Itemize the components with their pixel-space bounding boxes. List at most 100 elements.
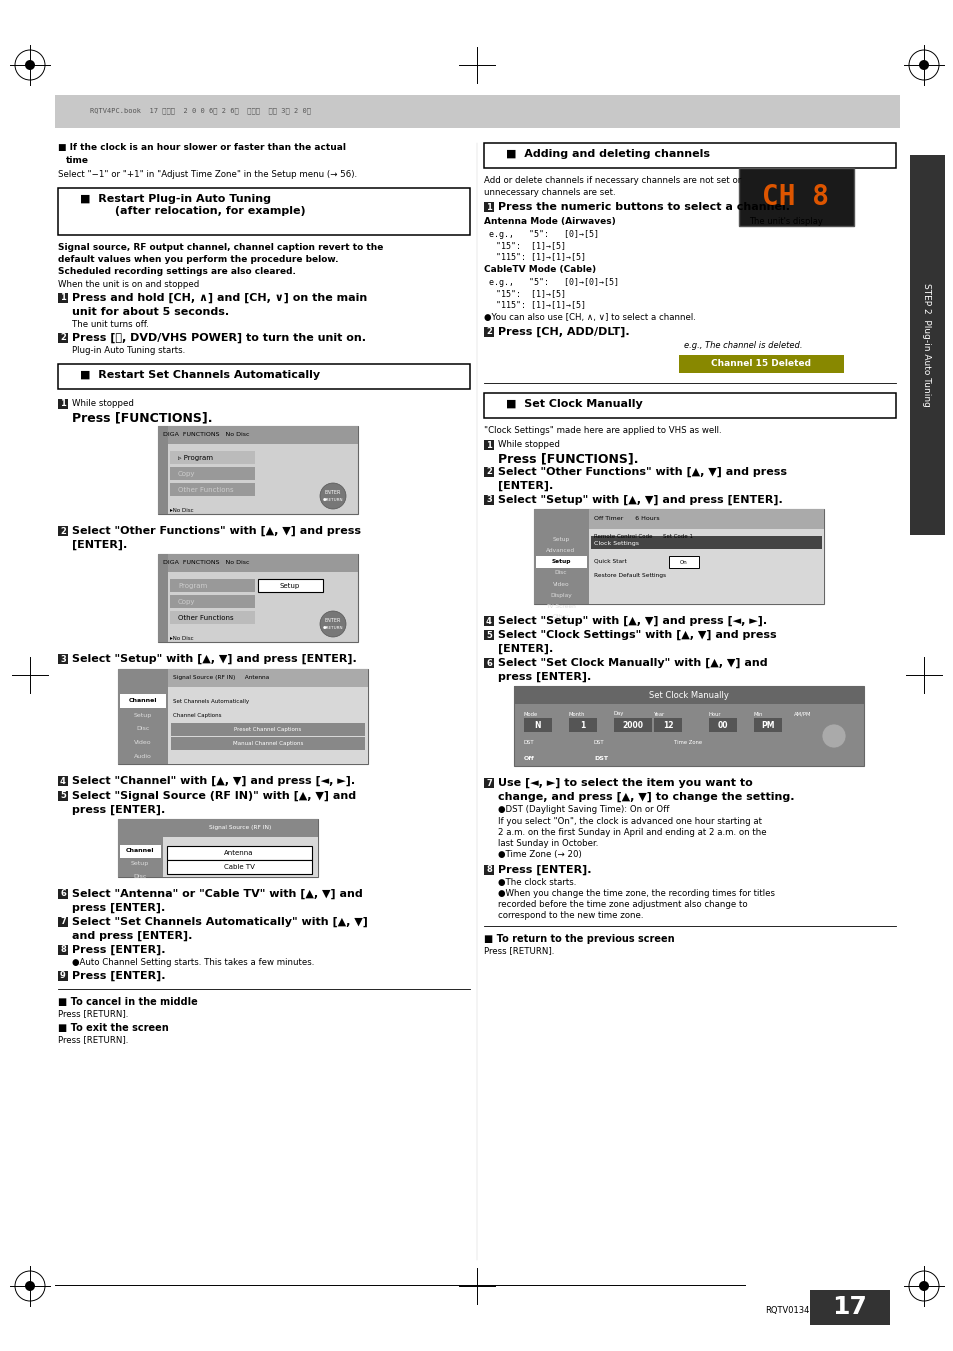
- Text: Set Clock Manually: Set Clock Manually: [648, 690, 728, 700]
- Bar: [534, 509, 588, 604]
- Text: Select "Channel" with [▲, ▼] and press [◄, ►].: Select "Channel" with [▲, ▼] and press […: [71, 775, 355, 786]
- Text: 8: 8: [60, 946, 66, 955]
- Text: Cable TV: Cable TV: [223, 865, 254, 870]
- Bar: [514, 686, 863, 766]
- Bar: [534, 509, 823, 604]
- Bar: [55, 95, 899, 128]
- Text: Year: Year: [654, 712, 664, 716]
- Bar: [483, 327, 494, 336]
- Bar: [590, 536, 821, 549]
- Text: Select "Setup" with [▲, ▼] and press [ENTER].: Select "Setup" with [▲, ▼] and press [EN…: [497, 494, 781, 505]
- Bar: [118, 819, 163, 877]
- Bar: [170, 594, 254, 608]
- Bar: [909, 155, 944, 535]
- Text: Select "Setup" with [▲, ▼] and press [◄, ►].: Select "Setup" with [▲, ▼] and press [◄,…: [497, 616, 766, 627]
- Text: change, and press [▲, ▼] to change the setting.: change, and press [▲, ▼] to change the s…: [497, 792, 794, 802]
- Circle shape: [918, 59, 928, 70]
- Bar: [58, 971, 68, 981]
- Text: While stopped: While stopped: [497, 440, 559, 449]
- Text: 4: 4: [485, 616, 492, 626]
- Text: Use [◄, ►] to select the item you want to: Use [◄, ►] to select the item you want t…: [497, 778, 752, 788]
- Text: Program: Program: [178, 584, 207, 589]
- Text: Day: Day: [614, 712, 623, 716]
- Text: Off Timer      6 Hours: Off Timer 6 Hours: [594, 516, 659, 521]
- Text: Press [RETURN].: Press [RETURN].: [58, 1035, 129, 1044]
- Text: Disc: Disc: [136, 727, 150, 731]
- Text: 2: 2: [60, 334, 66, 343]
- Text: Channel Captions: Channel Captions: [172, 713, 221, 719]
- Bar: [588, 509, 823, 530]
- Text: CableTV Mode (Cable): CableTV Mode (Cable): [483, 265, 596, 274]
- Text: 4: 4: [60, 777, 66, 785]
- Text: 3: 3: [486, 496, 492, 504]
- Text: Remote Control Code      Set Code 1: Remote Control Code Set Code 1: [594, 535, 692, 539]
- Text: 5: 5: [485, 631, 492, 639]
- Text: 3: 3: [60, 654, 66, 663]
- Text: ■ To return to the previous screen: ■ To return to the previous screen: [483, 934, 674, 944]
- Text: Time Zone: Time Zone: [673, 739, 701, 744]
- Bar: [483, 467, 494, 477]
- Bar: [257, 580, 323, 592]
- Bar: [118, 669, 368, 765]
- Text: ■  Adding and deleting channels: ■ Adding and deleting channels: [505, 149, 709, 159]
- Text: Other: Other: [552, 615, 569, 620]
- Text: DIGA  FUNCTIONS   No Disc: DIGA FUNCTIONS No Disc: [163, 432, 250, 438]
- Text: Press [FUNCTIONS].: Press [FUNCTIONS].: [71, 411, 213, 424]
- Text: Press [ENTER].: Press [ENTER].: [71, 944, 165, 955]
- Text: Press and hold [CH, ∧] and [CH, ∨] on the main: Press and hold [CH, ∧] and [CH, ∨] on th…: [71, 293, 367, 303]
- Text: "15":  [1]→[5]: "15": [1]→[5]: [496, 240, 565, 250]
- Bar: [483, 143, 895, 168]
- Bar: [668, 557, 699, 567]
- Text: e.g., The channel is deleted.: e.g., The channel is deleted.: [683, 340, 801, 350]
- Circle shape: [821, 724, 845, 748]
- Text: Press [RETURN].: Press [RETURN].: [58, 1009, 129, 1019]
- Bar: [118, 819, 317, 877]
- Text: Month: Month: [568, 712, 585, 716]
- Text: DST: DST: [523, 739, 534, 744]
- Text: Audio: Audio: [134, 754, 152, 759]
- Bar: [58, 944, 68, 955]
- Bar: [158, 426, 168, 513]
- Text: CH 8: CH 8: [761, 182, 828, 211]
- Text: DIGA  FUNCTIONS   No Disc: DIGA FUNCTIONS No Disc: [163, 561, 250, 566]
- Text: If you select "On", the clock is advanced one hour starting at: If you select "On", the clock is advance…: [497, 817, 761, 825]
- Text: Setup: Setup: [131, 862, 149, 866]
- Bar: [158, 554, 168, 642]
- Text: On: On: [679, 559, 687, 565]
- Text: time: time: [66, 155, 89, 165]
- Text: Mode: Mode: [523, 712, 537, 716]
- Text: (after relocation, for example): (after relocation, for example): [80, 205, 305, 216]
- Bar: [58, 654, 68, 663]
- Bar: [514, 686, 863, 704]
- Bar: [58, 363, 470, 389]
- FancyBboxPatch shape: [167, 861, 312, 874]
- Bar: [170, 451, 254, 463]
- Text: The unit turns off.: The unit turns off.: [71, 320, 149, 330]
- Text: Clock Settings: Clock Settings: [594, 540, 639, 546]
- Text: AM/PM: AM/PM: [793, 712, 811, 716]
- Text: 1: 1: [60, 400, 66, 408]
- Text: 6: 6: [485, 658, 492, 667]
- Text: 12: 12: [662, 720, 673, 730]
- Bar: [739, 168, 853, 226]
- Text: Press [ENTER].: Press [ENTER].: [71, 971, 165, 981]
- Text: unnecessary channels are set.: unnecessary channels are set.: [483, 188, 615, 197]
- Text: Advanced: Advanced: [546, 549, 575, 554]
- Text: Antenna: Antenna: [224, 850, 253, 857]
- Text: [ENTER].: [ENTER].: [71, 540, 127, 550]
- Text: Setup: Setup: [133, 712, 152, 717]
- Bar: [809, 1290, 889, 1325]
- Text: Select "Setup" with [▲, ▼] and press [ENTER].: Select "Setup" with [▲, ▼] and press [EN…: [71, 654, 356, 665]
- Bar: [158, 426, 357, 513]
- Text: Video: Video: [134, 740, 152, 746]
- Text: 1: 1: [579, 720, 585, 730]
- Text: press [ENTER].: press [ENTER].: [71, 805, 165, 815]
- Text: "115": [1]→[1]→[5]: "115": [1]→[1]→[5]: [496, 300, 585, 309]
- Text: 7: 7: [486, 778, 492, 788]
- Bar: [170, 580, 254, 592]
- Text: last Sunday in October.: last Sunday in October.: [497, 839, 598, 848]
- Bar: [483, 865, 494, 875]
- Text: 2: 2: [485, 327, 492, 336]
- Text: ■ To exit the screen: ■ To exit the screen: [58, 1023, 169, 1034]
- Text: ●When you change the time zone, the recording times for titles: ●When you change the time zone, the reco…: [497, 889, 774, 898]
